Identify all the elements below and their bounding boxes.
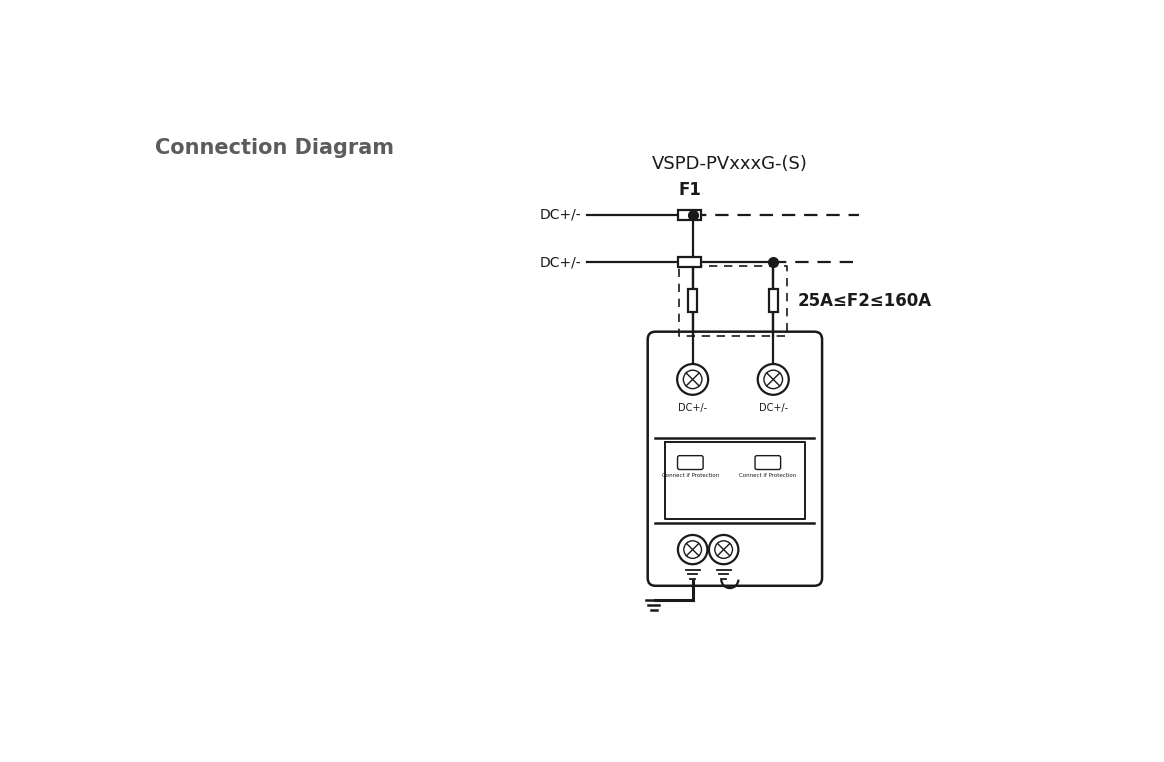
Text: DC+/-: DC+/- xyxy=(759,402,788,412)
FancyBboxPatch shape xyxy=(647,331,822,586)
Circle shape xyxy=(709,535,738,564)
Text: Connect if Protection: Connect if Protection xyxy=(661,473,719,478)
Bar xyxy=(768,290,778,312)
Bar xyxy=(677,258,701,267)
Text: F1: F1 xyxy=(679,181,701,199)
Text: 25A≤F2≤160A: 25A≤F2≤160A xyxy=(799,292,932,310)
FancyBboxPatch shape xyxy=(755,456,781,469)
Circle shape xyxy=(677,535,708,564)
Circle shape xyxy=(764,370,782,389)
Text: DC+/-: DC+/- xyxy=(539,207,581,222)
Circle shape xyxy=(677,364,708,395)
Text: Connect if Protection: Connect if Protection xyxy=(739,473,796,478)
Circle shape xyxy=(715,541,732,559)
Text: DC+/-: DC+/- xyxy=(539,255,581,270)
Bar xyxy=(688,290,697,312)
Circle shape xyxy=(683,541,702,559)
Text: Connection Diagram: Connection Diagram xyxy=(155,138,393,158)
Text: DC+/-: DC+/- xyxy=(679,402,708,412)
FancyBboxPatch shape xyxy=(677,456,703,469)
Text: VSPD-PVxxxG-(S): VSPD-PVxxxG-(S) xyxy=(652,155,808,172)
Circle shape xyxy=(758,364,789,395)
Circle shape xyxy=(683,370,702,389)
Bar xyxy=(677,210,701,219)
